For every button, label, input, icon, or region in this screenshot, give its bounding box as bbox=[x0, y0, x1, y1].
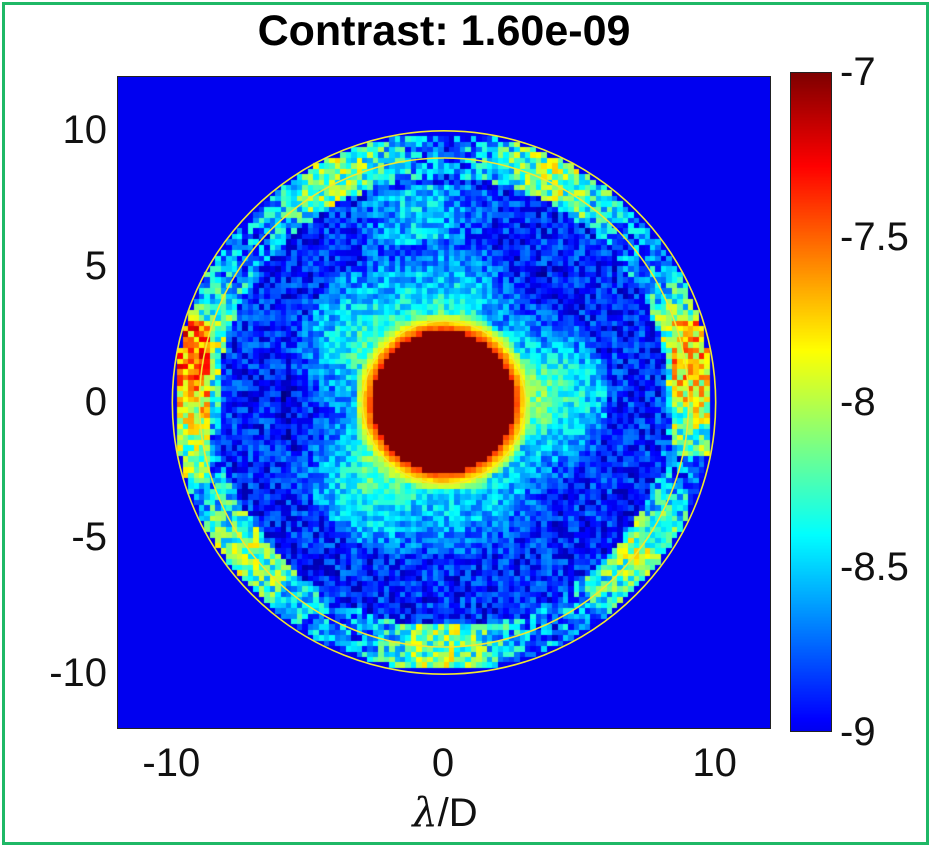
heatmap-plot-area bbox=[117, 76, 771, 729]
overlay-circle-r10 bbox=[171, 130, 717, 675]
colorbar bbox=[790, 72, 832, 732]
chart-title: Contrast: 1.60e-09 bbox=[257, 7, 631, 55]
colorbar-gradient bbox=[791, 73, 831, 731]
x-tick-label: -10 bbox=[142, 741, 201, 785]
colorbar-tick-label: -7.5 bbox=[840, 215, 909, 259]
colorbar-tick-label: -8.5 bbox=[840, 545, 909, 589]
y-tick-label: 10 bbox=[62, 108, 108, 153]
y-tick-label: -10 bbox=[49, 650, 107, 695]
x-tick-label: 10 bbox=[692, 741, 737, 785]
x-tick-label: 0 bbox=[431, 741, 455, 785]
x-axis-label: λ/D bbox=[412, 790, 478, 836]
colorbar-tick-label: -8 bbox=[840, 380, 876, 424]
circle-overlays bbox=[171, 130, 717, 675]
y-tick-label: 0 bbox=[84, 379, 107, 424]
heatmap-image bbox=[118, 77, 770, 728]
colorbar-tick-label: -9 bbox=[840, 710, 876, 754]
y-tick-label: 5 bbox=[84, 243, 107, 288]
overlay-circle-r3 bbox=[361, 320, 527, 485]
overlay-circle-r9 bbox=[198, 157, 690, 648]
colorbar-tick-label: -7 bbox=[840, 50, 876, 94]
y-tick-label: -5 bbox=[71, 515, 107, 560]
